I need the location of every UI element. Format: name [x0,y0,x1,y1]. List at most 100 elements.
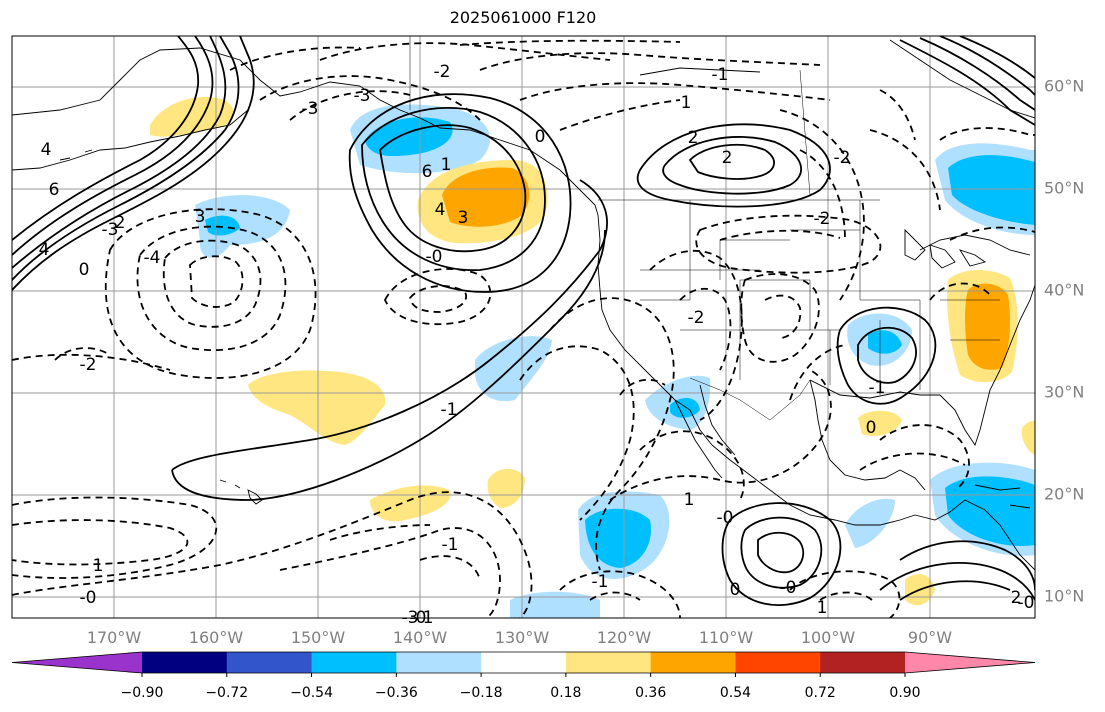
colorbar-segment [481,652,567,673]
fill-yellow [248,370,386,445]
lon-label: 170°W [87,628,142,647]
contour-label: 1 [681,93,692,113]
contour-label: -3 [354,86,371,106]
lat-label: 30°N [1044,383,1084,402]
contour-label: -3 [102,220,119,240]
colorbar-segment [311,652,397,673]
contour-label: 0 [79,260,90,280]
colorbar-tick-label: −0.72 [205,685,248,701]
lon-label: 90°W [908,628,952,647]
contour-label: 2 [1011,588,1022,608]
contour-label: 2 [115,213,126,233]
contour-label: -0 [1018,593,1035,613]
colorbar-extend-low [12,652,142,673]
lat-label: 40°N [1044,281,1084,300]
fill-deep-blue [868,330,902,354]
fill-light-blue [510,591,600,618]
colorbar-tick-label: −0.54 [290,685,333,701]
colorbar-tick-label: −0.90 [121,685,164,701]
contour-label: -3 [302,99,319,119]
contour-label: 2 [688,128,699,148]
colorbar-segment [735,652,821,673]
contour-label: 1 [817,598,828,618]
lat-label: 60°N [1044,77,1084,96]
contour-label: -1 [592,572,609,592]
colorbar-tick-label: −0.36 [375,685,418,701]
contour-label: -1 [869,378,886,398]
fill-deep-blue [948,155,1035,225]
contour-label: 6 [49,180,60,200]
contour-label: 6 [422,162,433,182]
positive-contours [12,36,1035,606]
contour-label: -2 [80,355,97,375]
fill-orange [965,283,1010,370]
contour-label: 1 [93,556,104,576]
contour-label: 4 [435,200,446,220]
negative-contours [12,39,1035,618]
fill-yellow [1021,420,1035,455]
lon-label: 160°W [189,628,244,647]
fill-deep-blue [585,508,651,568]
colorbar-tick-label: 0.90 [889,685,920,701]
coastlines [12,39,1035,571]
contour-label: -0 [80,588,97,608]
contour-label: -1 [441,400,458,420]
political-borders [409,36,1000,421]
fill-light-blue [845,498,895,548]
fill-deep-blue [670,398,700,418]
colorbar-tick-label: 0.36 [635,685,666,701]
fill-orange [442,167,530,227]
fill-yellow [487,468,525,508]
colorbar-tick-label: 0.72 [805,685,836,701]
contour-label: -2 [688,308,705,328]
colorbar-segment [820,652,906,673]
lon-label: 150°W [291,628,346,647]
lon-label: 130°W [495,628,550,647]
fill-deep-blue [945,476,1035,546]
fill-light-blue [475,336,552,402]
contour-label: 0 [730,580,741,600]
map-title: 2025061000 F120 [449,8,597,27]
latitude-labels: 60°N 50°N 40°N 30°N 20°N 10°N [1044,77,1084,606]
contour-label: 0 [535,127,546,147]
contour-label: -0 [717,508,734,528]
contour-label: 0 [866,418,877,438]
fill-yellow [858,410,902,437]
colorbar-segment [226,652,313,673]
contour-label: -0 [780,578,797,598]
lon-label: 140°W [393,628,448,647]
map-frame [11,35,1036,619]
contour-label: 1 [441,155,452,175]
colorbar-segment [565,652,652,673]
colorbar-tick-label: 0.18 [550,685,581,701]
contour-label: 3 [195,207,206,227]
lat-label: 20°N [1044,485,1084,504]
lon-label: 110°W [699,628,754,647]
contour-label: -4 [144,248,161,268]
colorbar-segment [396,652,482,673]
contour-label: 2 [722,148,733,168]
colorbar-tick-label: −0.18 [460,685,503,701]
contour-label: -1 [712,65,729,85]
lat-label: 50°N [1044,179,1084,198]
colorbar-extend-high [905,652,1035,673]
contour-label: -1 [442,535,459,555]
colorbar-tick-labels: −0.90 −0.72 −0.54 −0.36 −0.18 0.18 0.36 0.54 0.7… [121,673,921,701]
lon-label: 120°W [597,628,652,647]
colorbar-segment [142,652,228,673]
contour-label: 4 [39,240,50,260]
colorbar [11,651,1036,674]
lat-label: 10°N [1044,587,1084,606]
contour-label: -0 [426,247,443,267]
fill-deep-blue [205,215,240,236]
lon-label: 100°W [801,628,856,647]
longitude-labels: 170°W 160°W 150°W 140°W 130°W 120°W 110°… [87,628,952,647]
contour-label: -2 [834,148,851,168]
contour-label: -2 [814,209,831,229]
colorbar-tick-label: 0.54 [720,685,751,701]
contour-label: 1 [684,490,695,510]
contour-label: 4 [41,140,52,160]
fill-light-blue [195,195,290,258]
contour-label: 3 [458,208,469,228]
